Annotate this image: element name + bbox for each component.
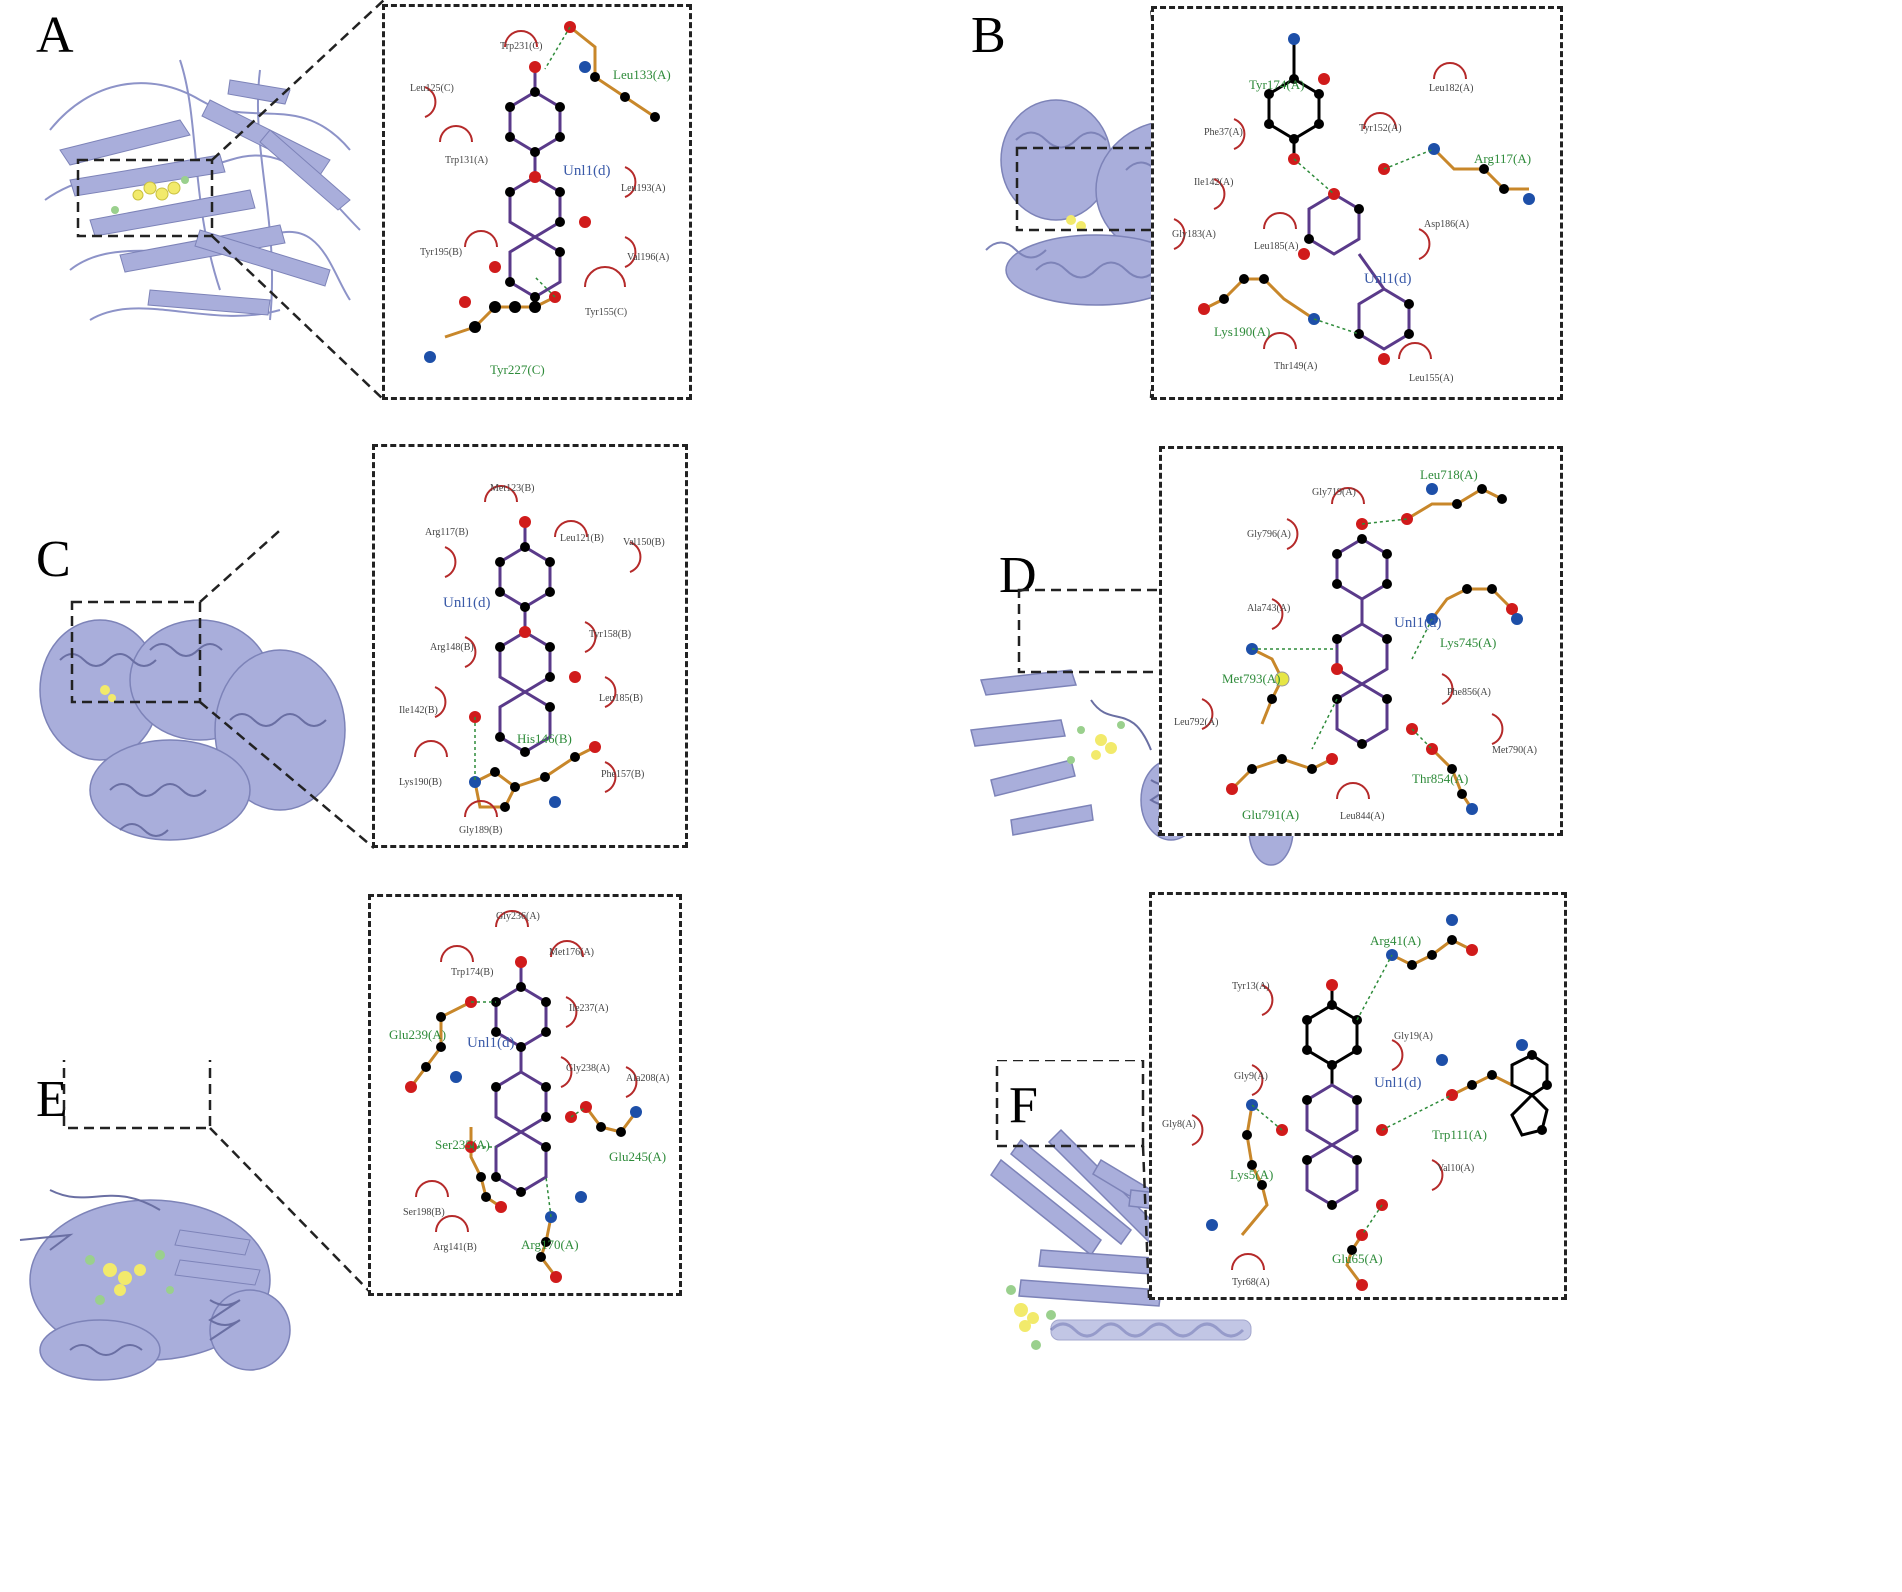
- hbond-residue-label: Glu239(A): [389, 1027, 447, 1042]
- hydrophobic-residue-label: Ser198(B): [403, 1207, 445, 1218]
- hydrophobic-residue-label: Thr149(A): [1274, 361, 1318, 372]
- hydrophobic-residue-label: Leu792(A): [1174, 717, 1219, 728]
- panel-letter: B: [971, 7, 1006, 64]
- hydrophobic-residue-label: Arg117(B): [425, 527, 469, 538]
- hydrophobic-residue-label: Met176(A): [549, 947, 594, 958]
- protein-structure: [39, 619, 346, 841]
- hbond-residue-label: Lys745(A): [1440, 635, 1497, 650]
- hydrophobic-residue-label: Met790(A): [1492, 745, 1537, 756]
- panel-c: C: [0, 530, 951, 1060]
- panel-letter: A: [36, 7, 74, 64]
- hydrophobic-residue-label: Phe37(A): [1204, 127, 1243, 138]
- hbond-residue-label: His146(B): [517, 731, 572, 746]
- hydrophobic-residue-label: Gly189(B): [459, 825, 503, 836]
- hydrophobic-residue-label: Val196(A): [627, 252, 670, 263]
- hydrophobic-residue-label: Arg141(B): [433, 1242, 477, 1253]
- hbond-residue-label: Arg117(A): [1474, 151, 1532, 166]
- hydrophobic-residue-label: Tyr158(B): [589, 629, 632, 640]
- panel-a: A: [0, 0, 951, 530]
- hydrophobic-residue-label: Leu155(A): [1409, 373, 1454, 384]
- hydrophobic-residue-label: Gly9(A): [1234, 1071, 1268, 1082]
- hydrophobic-residue-label: Gly19(A): [1394, 1031, 1433, 1042]
- hydrophobic-residue-label: Leu844(A): [1340, 811, 1385, 822]
- ligand-label: Unl1(d): [1394, 615, 1442, 631]
- hbond-residue-label: Glu65(A): [1332, 1251, 1383, 1266]
- panel-b: B: [951, 0, 1902, 530]
- hydrophobic-residue-label: Val150(B): [623, 537, 665, 548]
- hbond-residue-label: Glu245(A): [609, 1149, 667, 1164]
- hydrophobic-residue-label: Arg148(B): [430, 642, 474, 653]
- hydrophobic-residue-label: Tyr152(A): [1359, 123, 1402, 134]
- protein-structure: [44, 59, 361, 321]
- hydrophobic-residue-label: Leu185(A): [1254, 241, 1299, 252]
- panel-letter: C: [36, 531, 71, 588]
- hydrophobic-residue-label: Ile237(A): [569, 1003, 609, 1014]
- hydrophobic-residue-label: Tyr195(B): [420, 247, 463, 258]
- hydrophobic-residue-label: Gly236(A): [496, 911, 540, 922]
- hydrophobic-residue-label: Tyr13(A): [1232, 981, 1270, 992]
- hydrophobic-residue-label: Leu121(B): [560, 533, 604, 544]
- hbond-residue-label: Met793(A): [1222, 671, 1281, 686]
- interaction-diagram: Leu133(A) Tyr227(C) Unl1(d) Trp231(C) Le…: [382, 4, 692, 400]
- hbond-residue-label: Ser235(A): [435, 1137, 490, 1152]
- hbond-residue-label: Tyr227(C): [490, 362, 545, 377]
- hydrophobic-residue-label: Leu185(B): [599, 693, 643, 704]
- ligand-label: Unl1(d): [1374, 1075, 1422, 1091]
- hydrophobic-residue-label: Phe157(B): [601, 769, 645, 780]
- hydrophobic-residue-label: Trp231(C): [500, 41, 543, 52]
- hydrophobic-residue-label: Ala208(A): [626, 1073, 670, 1084]
- interaction-diagram: Leu718(A) Lys745(A) Met793(A) Thr854(A) …: [1159, 446, 1563, 836]
- hydrophobic-residue-label: Ile142(A): [1194, 177, 1234, 188]
- hydrophobic-residue-label: Gly183(A): [1172, 229, 1216, 240]
- hydrophobic-residue-label: Leu193(A): [621, 183, 666, 194]
- hydrophobic-residue-label: Leu125(C): [410, 83, 454, 94]
- hydrophobic-residue-label: Gly238(A): [566, 1063, 610, 1074]
- hbond-residue-label: Arg41(A): [1370, 933, 1422, 948]
- hydrophobic-residue-label: Lys190(B): [399, 777, 442, 788]
- hydrophobic-residue-label: Ile142(B): [399, 705, 438, 716]
- ligand-label: Unl1(d): [563, 163, 611, 179]
- interaction-diagram: His146(B) Unl1(d) Met123(B) Arg117(B) Le…: [372, 444, 688, 848]
- hbond-residue-label: Lys190(A): [1214, 324, 1271, 339]
- panel-letter: E: [36, 1071, 68, 1128]
- hydrophobic-residue-label: Phe856(A): [1447, 687, 1491, 698]
- interaction-diagram: Glu239(A) Ser235(A) Glu245(A) Arg170(A) …: [368, 894, 682, 1296]
- ligand-label: Unl1(d): [1364, 271, 1412, 287]
- hbond-residue-label: Glu791(A): [1242, 807, 1300, 822]
- hydrophobic-residue-label: Tyr155(C): [585, 307, 628, 318]
- hbond-residue-label: Thr854(A): [1412, 771, 1469, 786]
- hydrophobic-residue-label: Gly8(A): [1162, 1119, 1196, 1130]
- panel-letter: D: [999, 547, 1037, 604]
- hydrophobic-residue-label: Leu182(A): [1429, 83, 1474, 94]
- hydrophobic-residue-label: Met123(B): [490, 483, 535, 494]
- hydrophobic-residue-label: Gly796(A): [1247, 529, 1291, 540]
- hydrophobic-residue-label: Val10(A): [1437, 1163, 1475, 1174]
- hydrophobic-residue-label: Ala743(A): [1247, 603, 1291, 614]
- ligand-label: Unl1(d): [467, 1035, 515, 1051]
- panel-e: E: [0, 1060, 951, 1590]
- hbond-residue-label: Lys5(A): [1230, 1167, 1274, 1182]
- hydrophobic-residue-label: Asp186(A): [1424, 219, 1469, 230]
- protein-structure: [19, 1189, 291, 1381]
- hbond-residue-label: Trp111(A): [1432, 1127, 1487, 1142]
- hbond-residue-label: Leu133(A): [613, 67, 671, 82]
- hydrophobic-residue-label: Trp174(B): [451, 967, 494, 978]
- hydrophobic-residue-label: Gly719(A): [1312, 487, 1356, 498]
- ligand-label: Unl1(d): [443, 595, 491, 611]
- hbond-residue-label: Leu718(A): [1420, 467, 1478, 482]
- hydrophobic-residue-label: Tyr68(A): [1232, 1277, 1270, 1288]
- interaction-diagram: Tyr174(A) Arg117(A) Lys190(A) Unl1(d) Le…: [1151, 6, 1563, 400]
- hbond-residue-label: Tyr174(A): [1249, 77, 1305, 92]
- interaction-diagram: Arg41(A) Trp111(A) Lys5(A) Glu65(A) Unl1…: [1149, 892, 1567, 1300]
- hbond-residue-label: Arg170(A): [521, 1237, 579, 1252]
- hydrophobic-residue-label: Trp131(A): [445, 155, 488, 166]
